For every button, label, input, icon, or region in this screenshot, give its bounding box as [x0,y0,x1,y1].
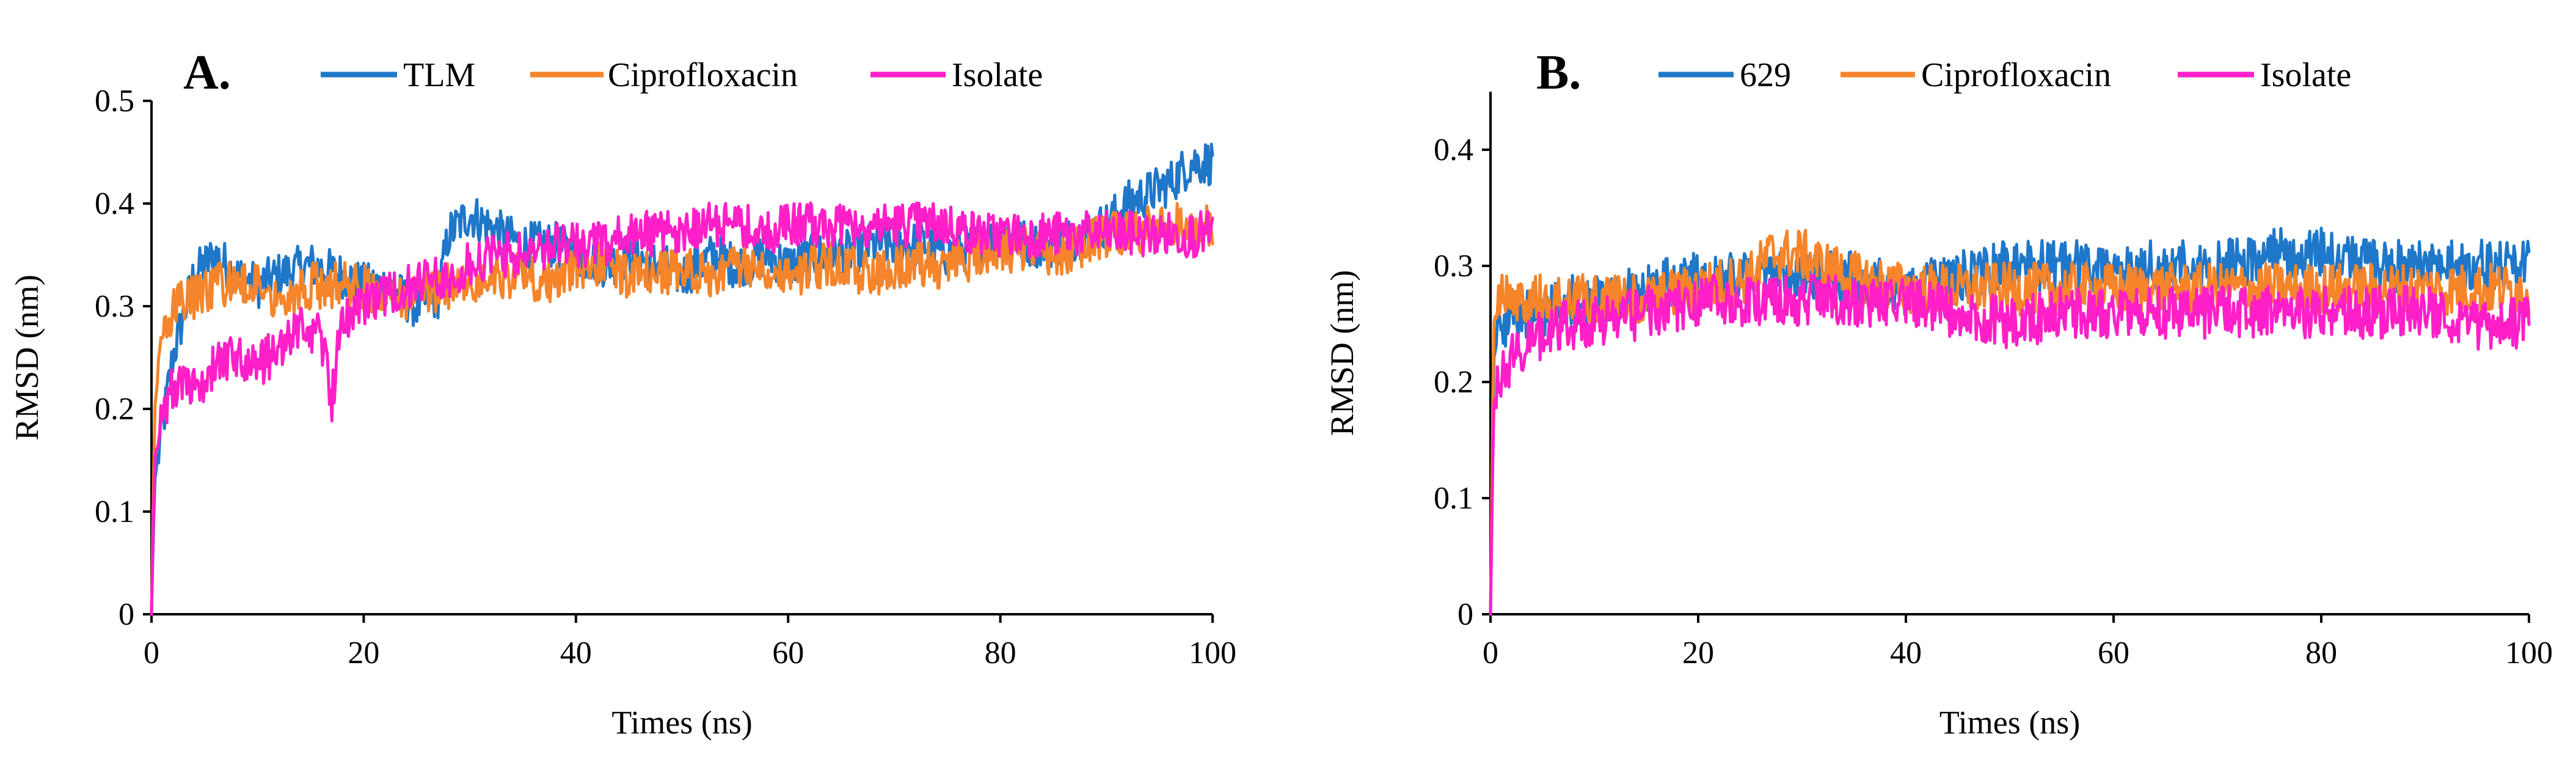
y-tick-label: 0.2 [1434,365,1473,400]
y-tick-label: 0.4 [95,186,134,221]
panel-label: A. [183,46,231,100]
x-tick-label: 20 [348,636,379,670]
y-tick-label: 0.1 [95,494,134,529]
x-axis-title: Times (ns) [611,704,753,741]
y-tick-label: 0.1 [1434,481,1473,516]
x-tick-label: 40 [1890,636,1922,670]
panel-label: B. [1536,46,1581,100]
x-tick-label: 40 [560,636,592,670]
series-line-isolate [1489,274,2531,616]
x-tick-label: 20 [1682,636,1714,670]
x-tick-label: 0 [1483,636,1498,670]
x-tick-label: 100 [2505,636,2553,670]
y-tick-label: 0 [1458,597,1473,632]
series-line-tlm [150,142,1214,616]
legend-label-isolate: Isolate [2260,56,2351,94]
x-tick-label: 100 [1189,636,1236,670]
legend-label-ciprofloxacin: Ciprofloxacin [1921,56,2111,94]
panel-b-chart: 0 0.1 0.2 0.3 0.4 0 20 40 60 80 100 RMSD (nm) Times … [1324,46,2553,741]
legend-label-629: 629 [1740,56,1791,94]
y-tick-label: 0 [119,597,134,632]
legend-label-ciprofloxacin: Ciprofloxacin [608,56,798,94]
y-tick-label: 0.4 [1434,133,1473,167]
x-tick-label: 80 [985,636,1016,670]
panel-a-chart: 0 0.1 0.2 0.3 0.4 0.5 0 20 40 60 80 100 RMSD (nm) Tim… [9,46,1236,741]
x-axis-title: Times (ns) [1939,704,2081,741]
y-axis-title: RMSD (nm) [1324,270,1360,436]
x-tick-label: 80 [2305,636,2337,670]
legend-label-tlm: TLM [403,56,475,94]
series-line-isolate [150,201,1214,616]
y-tick-label: 0.3 [95,289,134,324]
y-tick-label: 0.2 [95,392,134,427]
y-tick-label: 0.5 [95,84,134,119]
y-axis-title: RMSD (nm) [9,274,45,441]
legend-label-isolate: Isolate [952,56,1043,94]
y-tick-label: 0.3 [1434,249,1473,284]
x-tick-label: 60 [2098,636,2129,670]
x-tick-label: 0 [144,636,159,670]
series-line-ciprofloxacin [1489,229,2531,616]
x-tick-label: 60 [772,636,804,670]
